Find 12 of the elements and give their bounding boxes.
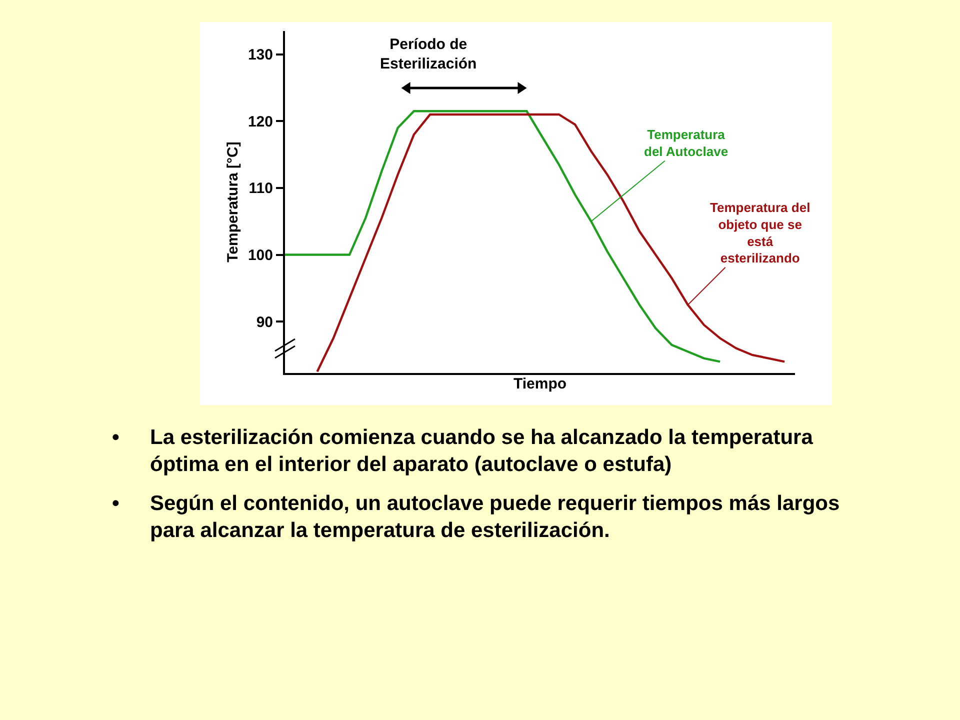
- text: • Según el contenido, un autoclave puede requerir tiempos más largos para alcanzar la temperatura de esterilización.: [112, 492, 840, 542]
- y-tick-label: 90: [256, 314, 273, 331]
- x-axis-title: Tiempo: [513, 376, 567, 392]
- y-tick-label: 100: [248, 247, 273, 264]
- y-tick-label: 110: [248, 180, 273, 198]
- text: • La esterilización comienza cuando se ha alcanzado la temperatura óptima en el interior del aparato (autoclave o estufa): [112, 426, 813, 476]
- y-axis-title: Temperatura [°C]: [224, 142, 242, 262]
- text: Temperatura del objeto que se está esterilizando: [710, 200, 810, 266]
- text: Temperatura del Autoclave: [644, 127, 728, 159]
- y-tick-label: 130: [248, 46, 273, 64]
- annotation: Período de Esterilización: [380, 36, 477, 72]
- y-tick-label: 120: [248, 113, 273, 130]
